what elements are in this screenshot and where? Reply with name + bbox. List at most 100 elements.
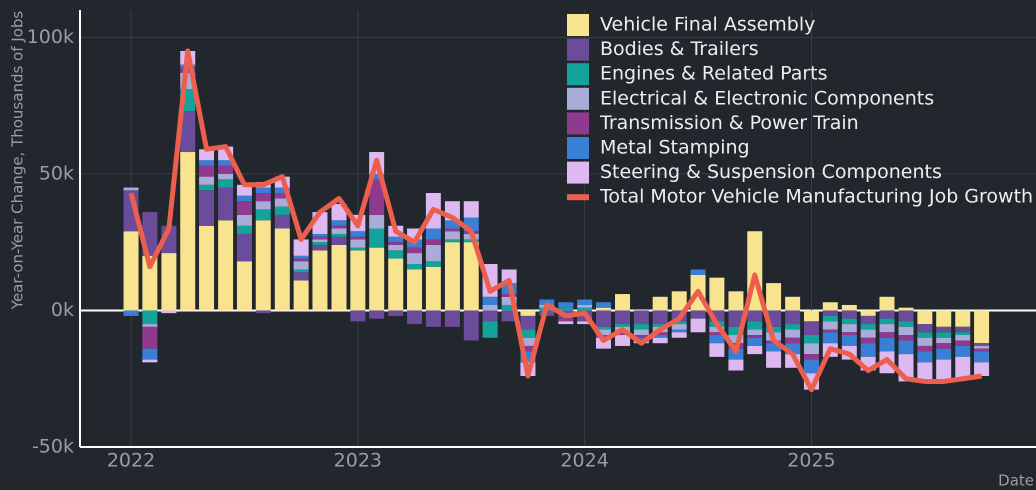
bar-segment <box>293 269 309 273</box>
bar-segment <box>633 337 649 341</box>
bar-segment <box>425 228 441 240</box>
bar-segment <box>615 310 631 325</box>
bar-segment <box>293 255 309 259</box>
bar-segment <box>709 326 725 333</box>
bar-segment <box>671 291 687 311</box>
bar-segment <box>407 253 423 265</box>
bar-segment <box>955 310 971 327</box>
bar-segment <box>803 343 819 355</box>
bar-segment <box>236 214 252 226</box>
bar-segment <box>936 337 952 344</box>
bar-segment <box>766 351 782 368</box>
bar-segment <box>236 184 252 196</box>
bar-segment <box>331 228 347 234</box>
bar-segment <box>822 315 838 322</box>
bar-segment <box>785 310 801 325</box>
bar-segment <box>822 302 838 311</box>
bar-segment <box>199 176 215 185</box>
bar-segment <box>369 228 385 248</box>
bar-segment <box>747 329 763 336</box>
bar-segment <box>936 332 952 338</box>
bar-segment <box>917 351 933 363</box>
bar-segment <box>142 359 158 363</box>
bar-segment <box>974 362 990 376</box>
bar-segment <box>520 351 536 363</box>
x-tick-label: 2022 <box>107 450 155 472</box>
bar-segment <box>595 302 611 308</box>
bar-segment <box>615 324 631 327</box>
bar-segment <box>936 359 952 382</box>
bar-segment <box>218 165 234 174</box>
bar-segment <box>444 228 460 232</box>
bar-segment <box>709 335 725 344</box>
x-tick-label: 2024 <box>560 450 608 472</box>
bar-segment <box>293 280 309 311</box>
bar-segment <box>199 184 215 191</box>
bar-segment <box>898 321 914 327</box>
bar-segment <box>180 111 196 153</box>
legend-swatch <box>567 137 589 159</box>
legend-label: Transmission & Power Train <box>599 112 859 134</box>
y-tick-label: 0k <box>51 299 74 321</box>
bar-segment <box>255 209 271 221</box>
bar-segment <box>123 310 139 316</box>
bar-segment <box>425 244 441 262</box>
bar-segment <box>917 324 933 333</box>
y-axis-label: Year-on-Year Change, Thousands of Jobs <box>9 11 27 311</box>
bar-segment <box>407 264 423 270</box>
bar-segment <box>331 233 347 237</box>
bar-segment <box>388 310 404 316</box>
bar-segment <box>709 310 725 322</box>
bar-segment <box>709 332 725 336</box>
bar-segment <box>463 239 479 243</box>
bar-segment <box>407 228 423 240</box>
bar-segment <box>199 190 215 226</box>
bar-segment <box>312 236 328 240</box>
bar-segment <box>595 310 611 327</box>
bar-segment <box>955 340 971 346</box>
bar-segment <box>161 253 177 311</box>
bar-segment <box>331 244 347 311</box>
bar-segment <box>312 242 328 245</box>
bar-segment <box>180 152 196 311</box>
bar-segment <box>350 250 366 311</box>
bar-segment <box>463 310 479 341</box>
bar-segment <box>652 337 668 344</box>
bar-segment <box>860 324 876 330</box>
bar-segment <box>218 160 234 166</box>
bar-segment <box>879 318 895 325</box>
y-tick-label: 100k <box>27 26 74 48</box>
bar-segment <box>255 310 271 314</box>
bar-segment <box>766 326 782 333</box>
bar-segment <box>142 310 158 325</box>
bar-segment <box>123 231 139 311</box>
bar-segment <box>425 239 441 245</box>
bar-segment <box>936 343 952 349</box>
bar-segment <box>501 310 517 322</box>
bar-segment <box>633 310 649 325</box>
bar-segment <box>218 187 234 221</box>
bar-segment <box>917 310 933 325</box>
bar-segment <box>463 242 479 311</box>
bar-segment <box>709 277 725 311</box>
bar-segment <box>785 296 801 311</box>
bar-segment <box>955 345 971 357</box>
legend-label: Steering & Suspension Components <box>600 161 942 183</box>
bar-segment <box>785 324 801 330</box>
bar-segment <box>407 269 423 311</box>
bar-segment <box>803 310 819 322</box>
bar-segment <box>577 304 593 308</box>
bar-segment <box>879 296 895 311</box>
bar-segment <box>652 335 668 338</box>
bar-segment <box>255 192 271 202</box>
bar-segment <box>236 201 252 215</box>
bar-segment <box>841 304 857 311</box>
bar-segment <box>879 332 895 338</box>
y-tick-label: -50k <box>32 436 74 458</box>
bar-segment <box>558 318 574 322</box>
bar-segment <box>955 356 971 379</box>
bar-segment <box>766 343 782 352</box>
bar-segment <box>728 310 744 327</box>
bar-segment <box>312 244 328 251</box>
